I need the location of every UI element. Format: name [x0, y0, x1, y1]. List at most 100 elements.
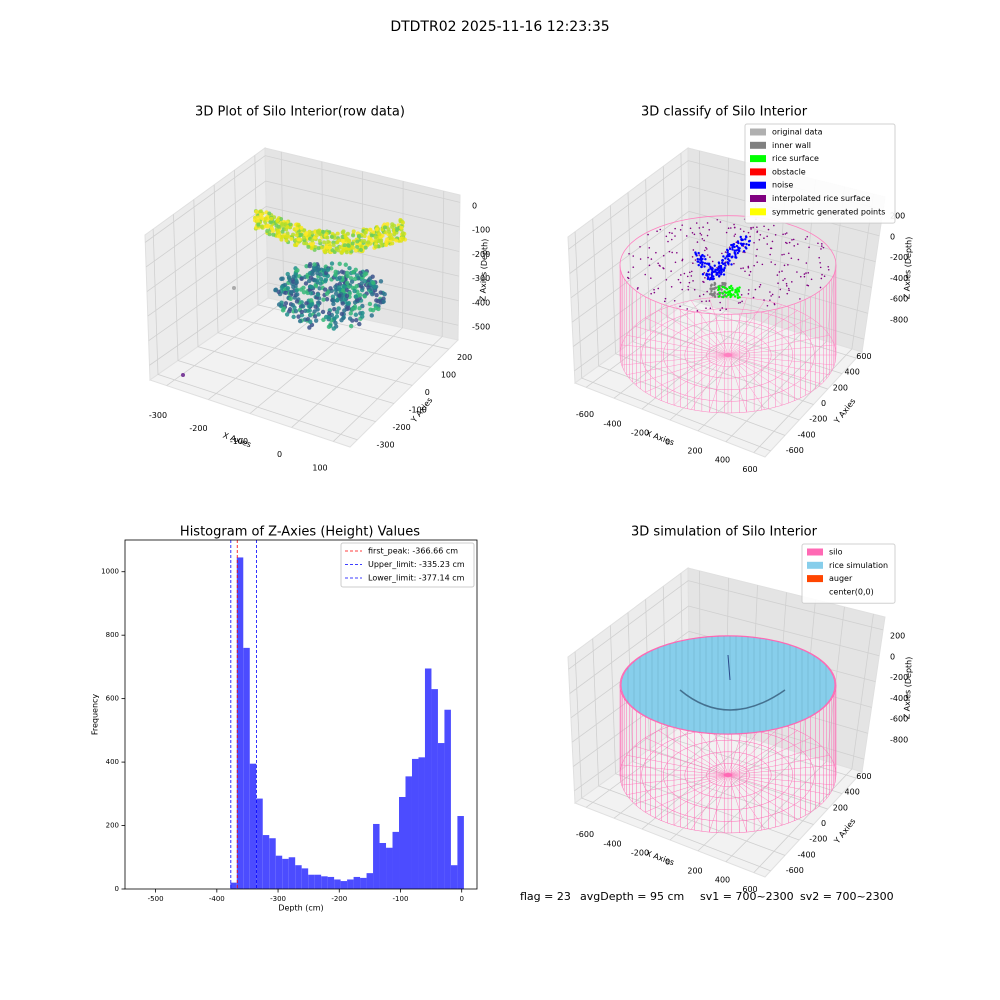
- point: [687, 285, 689, 288]
- y-tick-label: 200: [833, 803, 848, 812]
- figure-title: DTDTR02 2025-11-16 12:23:35: [390, 19, 609, 35]
- point: [369, 233, 374, 238]
- point: [778, 271, 781, 273]
- point: [362, 238, 367, 243]
- point: [778, 296, 781, 298]
- legend-label: center(0,0): [829, 587, 874, 596]
- bar: [314, 874, 322, 889]
- point: [389, 235, 394, 240]
- point: [647, 233, 649, 236]
- bar: [236, 557, 244, 889]
- point: [726, 293, 730, 297]
- point: [331, 298, 336, 303]
- point: [332, 306, 337, 312]
- y-tick-label: 600: [856, 772, 871, 781]
- point: [720, 273, 723, 276]
- point: [740, 244, 744, 247]
- point: [721, 261, 724, 265]
- legend-box: [744, 123, 896, 224]
- point: [267, 211, 272, 216]
- point: [737, 290, 741, 293]
- point: [378, 279, 384, 284]
- silo-spoke: [634, 325, 729, 356]
- point: [303, 308, 308, 313]
- point: [785, 282, 788, 285]
- point: [732, 242, 736, 246]
- silo-spoke: [690, 300, 729, 356]
- legend-label: original data: [772, 128, 823, 137]
- point: [308, 319, 313, 324]
- point: [786, 242, 788, 245]
- point: [711, 287, 714, 291]
- point: [284, 312, 290, 317]
- y-tick-label: 0: [821, 819, 826, 828]
- point: [392, 228, 397, 233]
- silo-spoke: [727, 304, 783, 356]
- silo-spoke: [621, 774, 729, 786]
- point: [706, 248, 708, 250]
- point: [827, 265, 830, 268]
- point: [721, 252, 723, 255]
- point: [347, 316, 353, 321]
- silo-spoke: [727, 730, 798, 776]
- point: [704, 276, 706, 279]
- point: [390, 241, 395, 246]
- point: [353, 267, 358, 272]
- point: [698, 254, 701, 256]
- point: [708, 228, 711, 231]
- point: [664, 297, 667, 300]
- silo-spoke: [645, 317, 729, 356]
- point: [341, 288, 346, 293]
- point: [728, 247, 732, 251]
- point: [716, 218, 719, 221]
- point: [275, 218, 280, 223]
- point: [787, 287, 790, 290]
- bar: [288, 857, 296, 889]
- point: [312, 314, 318, 319]
- point: [363, 245, 368, 250]
- point: [722, 255, 725, 258]
- point: [706, 277, 710, 281]
- point: [704, 257, 707, 261]
- point: [268, 220, 273, 225]
- x-tick-label: 0: [277, 450, 282, 459]
- point: [733, 226, 736, 229]
- silo-spoke: [634, 745, 729, 776]
- chart-title: Histogram of Z-Axies (Height) Values: [180, 525, 420, 540]
- point: [352, 276, 358, 282]
- point: [363, 271, 369, 276]
- point: [382, 225, 387, 230]
- silo-spoke: [727, 325, 822, 356]
- point: [770, 261, 773, 263]
- silo-spoke: [658, 774, 729, 820]
- point: [329, 234, 334, 239]
- z-tick-label: -300: [472, 274, 490, 283]
- point: [724, 264, 727, 267]
- point: [290, 303, 296, 308]
- point: [705, 307, 707, 309]
- point: [748, 289, 750, 291]
- point: [702, 226, 704, 228]
- point: [721, 307, 724, 309]
- bar: [437, 743, 445, 889]
- grid-line: [254, 155, 449, 350]
- point: [677, 278, 680, 281]
- silo-center: [724, 773, 732, 777]
- x-tick-label: -500: [148, 895, 164, 903]
- point: [728, 291, 732, 294]
- point: [725, 231, 728, 234]
- point: [400, 231, 405, 236]
- point: [291, 284, 296, 290]
- point: [679, 281, 682, 284]
- bar: [379, 842, 387, 889]
- z-tick-label: 200: [890, 212, 905, 221]
- point: [749, 235, 751, 238]
- point: [347, 266, 352, 271]
- point: [332, 316, 337, 321]
- point: [712, 275, 715, 278]
- point: [753, 241, 755, 244]
- grid-line: [146, 206, 460, 292]
- point: [309, 243, 314, 248]
- point: [294, 226, 299, 231]
- grid-line: [571, 236, 872, 323]
